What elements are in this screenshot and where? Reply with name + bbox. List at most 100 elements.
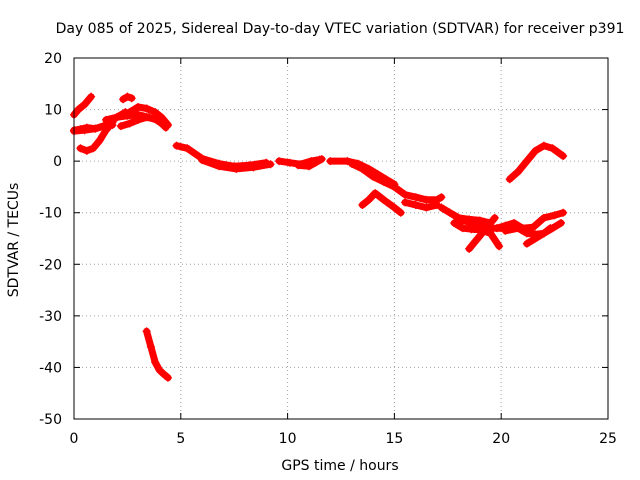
data-point bbox=[198, 156, 207, 165]
data-point bbox=[539, 141, 548, 150]
x-tick-label: 15 bbox=[385, 431, 403, 447]
data-series bbox=[70, 92, 568, 382]
data-point bbox=[422, 203, 431, 212]
data-point bbox=[514, 167, 523, 176]
data-point bbox=[364, 195, 373, 204]
data-point bbox=[317, 155, 326, 164]
data-point bbox=[89, 144, 98, 153]
data-point bbox=[119, 95, 128, 104]
data-point bbox=[531, 234, 540, 243]
data-point bbox=[559, 151, 568, 160]
series-arc-18 bbox=[358, 189, 405, 217]
x-tick-label: 5 bbox=[176, 431, 185, 447]
data-point bbox=[285, 158, 294, 167]
data-point bbox=[458, 224, 467, 233]
data-point bbox=[437, 203, 446, 212]
y-tick-label: -30 bbox=[39, 309, 62, 325]
data-point bbox=[146, 342, 155, 351]
data-point bbox=[125, 119, 134, 128]
data-point bbox=[249, 163, 258, 172]
series-arc-08 bbox=[125, 102, 172, 130]
data-point bbox=[396, 208, 405, 217]
series-arc-13 bbox=[294, 155, 326, 171]
series-band bbox=[401, 198, 441, 212]
y-tick-label: 20 bbox=[44, 51, 62, 67]
series-band bbox=[450, 219, 503, 250]
data-point bbox=[358, 164, 367, 173]
y-tick-label: 10 bbox=[44, 103, 62, 119]
y-tick-label: 0 bbox=[53, 154, 62, 170]
series-arc-26 bbox=[505, 141, 568, 184]
data-point bbox=[87, 92, 96, 101]
data-point bbox=[559, 208, 568, 217]
data-point bbox=[401, 198, 410, 207]
chart-title: Day 085 of 2025, Sidereal Day-to-day VTE… bbox=[56, 21, 625, 37]
data-point bbox=[371, 189, 380, 198]
plot-frame bbox=[73, 57, 609, 420]
y-tick-label: -50 bbox=[39, 412, 62, 428]
data-point bbox=[501, 226, 510, 235]
data-point bbox=[215, 162, 224, 171]
data-point bbox=[522, 229, 531, 238]
y-tick-label: -10 bbox=[39, 206, 62, 222]
data-point bbox=[539, 229, 548, 238]
data-point bbox=[80, 100, 89, 109]
data-point bbox=[522, 157, 531, 166]
data-point bbox=[183, 144, 192, 153]
series-band bbox=[70, 93, 95, 119]
data-point bbox=[155, 366, 164, 375]
series-arc-17 bbox=[401, 198, 442, 212]
data-point bbox=[127, 94, 136, 103]
data-point bbox=[379, 195, 388, 204]
data-point bbox=[116, 122, 125, 131]
y-tick-label: -20 bbox=[39, 257, 62, 273]
data-point bbox=[473, 234, 482, 243]
data-point bbox=[142, 104, 151, 113]
data-point bbox=[390, 182, 399, 191]
data-point bbox=[465, 244, 474, 253]
data-point bbox=[163, 373, 172, 382]
data-point bbox=[102, 115, 111, 124]
series-band bbox=[294, 155, 326, 170]
data-point bbox=[505, 175, 514, 184]
x-tick-label: 10 bbox=[279, 431, 297, 447]
data-point bbox=[326, 157, 335, 166]
data-point bbox=[275, 157, 284, 166]
data-point bbox=[490, 213, 499, 222]
data-point bbox=[437, 193, 446, 202]
data-point bbox=[82, 146, 91, 155]
data-point bbox=[522, 239, 531, 248]
data-point bbox=[531, 146, 540, 155]
data-point bbox=[548, 144, 557, 153]
axis-ticks bbox=[73, 57, 609, 420]
x-tick-label: 0 bbox=[70, 431, 79, 447]
data-point bbox=[125, 108, 134, 117]
data-point bbox=[347, 159, 356, 168]
data-point bbox=[134, 115, 143, 124]
y-axis-label: SDTVAR / TECUs bbox=[6, 183, 22, 298]
x-tick-label: 25 bbox=[599, 431, 617, 447]
data-point bbox=[142, 113, 151, 122]
data-point bbox=[379, 177, 388, 186]
data-point bbox=[142, 327, 151, 336]
data-point bbox=[390, 203, 399, 212]
y-tick-labels: -50 -40 -30 -20 -10 0 10 20 bbox=[39, 51, 62, 428]
data-point bbox=[550, 211, 559, 220]
data-point bbox=[151, 108, 160, 117]
data-point bbox=[74, 105, 83, 114]
series-arc-06 bbox=[116, 113, 168, 131]
data-point bbox=[514, 224, 523, 233]
series-band bbox=[126, 103, 172, 129]
data-point bbox=[495, 242, 504, 251]
data-point bbox=[157, 113, 166, 122]
series-arc-09 bbox=[142, 327, 172, 382]
data-point bbox=[411, 193, 420, 202]
data-point bbox=[134, 102, 143, 111]
series-arc-25 bbox=[522, 224, 555, 248]
data-point bbox=[80, 126, 89, 135]
data-point bbox=[411, 200, 420, 209]
series-arc-23 bbox=[492, 208, 568, 233]
data-point bbox=[266, 160, 275, 169]
data-point bbox=[163, 121, 172, 130]
